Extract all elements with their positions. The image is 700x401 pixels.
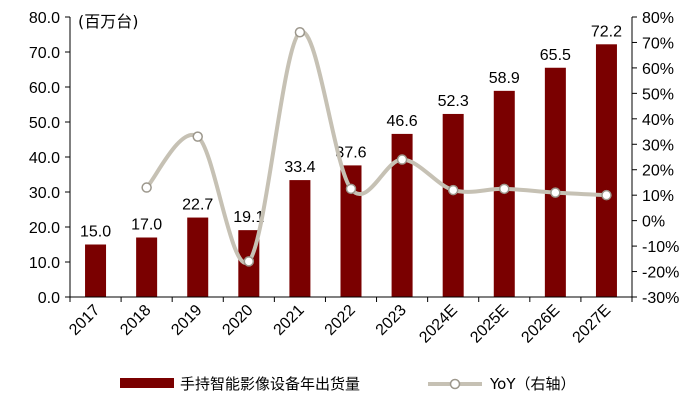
bar-value-label: 72.2 [591,23,622,40]
left-tick-label: 30.0 [29,185,60,202]
bar-value-label: 17.0 [131,217,162,234]
x-tick-label: 2018 [117,302,154,339]
yoy-point [345,183,357,195]
left-tick-label: 70.0 [29,45,60,62]
bar-value-label: 37.6 [335,144,366,161]
right-tick-label: 20% [642,163,674,180]
x-tick-label: 2021 [271,302,308,339]
left-tick-label: 10.0 [29,255,60,272]
yoy-point [243,256,255,267]
bar-series [85,44,617,297]
yoy-point [396,154,408,165]
right-tick-label: -20% [642,265,679,282]
left-tick-label: 40.0 [29,150,60,167]
x-tick-label: 2026E [518,302,563,347]
x-tick-label: 2027E [570,302,615,347]
legend-line-marker [449,378,461,390]
bar-value-label: 33.4 [284,159,315,176]
bar-value-label: 52.3 [438,93,469,110]
yoy-line-series [141,27,612,267]
bar [85,244,107,297]
left-tick-label: 80.0 [29,10,60,27]
unit-label: (百万台) [78,12,139,31]
x-tick-label: 2019 [168,302,205,339]
right-tick-label: 70% [642,35,674,52]
right-tick-label: -30% [642,290,679,307]
bar-value-label: 46.6 [387,113,418,130]
right-y-axis: -30% -20% -10% 0% 10% 20% 30% 40% 50% 60% 70% 80% [631,10,679,307]
x-tick-label: 2024E [416,302,461,347]
yoy-point [550,187,561,198]
bar [340,165,362,297]
bar-value-label: 58.9 [489,70,520,87]
right-tick-label: 0% [642,214,665,231]
right-tick-label: 10% [642,188,674,205]
x-axis: 2017 2018 2019 2020 2021 2022 2023 2024E 2025E 20… [66,296,633,347]
left-tick-label: 60.0 [29,80,60,97]
bar [136,237,158,297]
yoy-point [294,27,306,38]
x-tick-label: 2020 [219,302,256,339]
x-tick-label: 2023 [373,302,410,339]
left-tick-label: 50.0 [29,115,60,132]
right-tick-label: 50% [642,86,674,103]
x-tick-label: 2025E [467,302,512,347]
left-y-axis: 0.0 10.0 20.0 30.0 40.0 50.0 60.0 70.0 80.0 [29,10,71,307]
yoy-point [601,189,612,201]
legend-bar-swatch [120,378,174,388]
right-tick-label: 60% [642,61,674,78]
bar [544,67,566,297]
yoy-point [447,184,459,196]
bar-value-label: 65.5 [540,47,571,64]
yoy-line [145,29,607,265]
right-tick-label: -10% [642,239,679,256]
bar [187,217,209,297]
bar [442,113,464,297]
bar-value-label: 19.1 [233,209,264,226]
right-tick-label: 40% [642,112,674,129]
bar [289,180,311,297]
yoy-point [141,182,152,193]
legend-bar-label: 手持智能影像设备年出货量 [180,375,360,393]
bar [391,133,413,297]
yoy-point [499,183,510,195]
yoy-point [192,131,203,142]
x-tick-label: 2022 [322,302,359,339]
bar-value-label: 15.0 [80,224,111,241]
right-tick-label: 80% [642,10,674,27]
x-tick-label: 2017 [66,302,103,339]
bar [595,44,617,297]
legend-line-label: YoY（右轴） [489,375,576,393]
bar-data-labels: 15.0 17.0 22.7 19.1 33.4 37.6 46.6 52.3 58.9 65.5… [80,23,622,240]
bar-value-label: 22.7 [182,197,213,214]
left-tick-label: 20.0 [29,220,60,237]
right-tick-label: 30% [642,137,674,154]
left-tick-label: 0.0 [38,290,60,307]
legend: 手持智能影像设备年出货量 YoY（右轴） [120,375,576,393]
